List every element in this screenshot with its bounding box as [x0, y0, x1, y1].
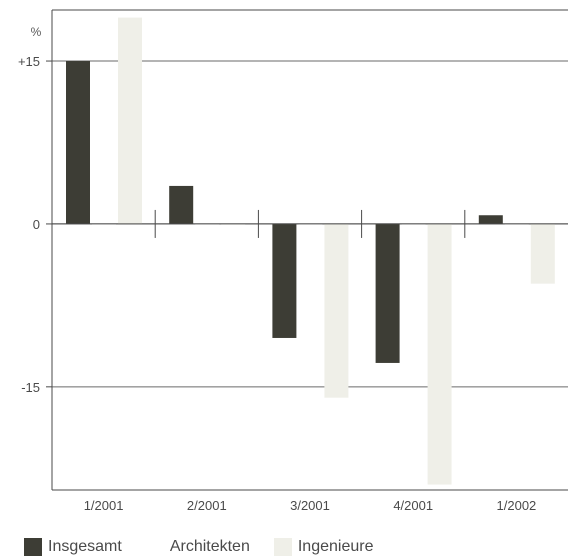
y-unit-label: %: [31, 25, 42, 39]
legend-label-insgesamt: Insgesamt: [48, 538, 122, 555]
bar-ingenieure-2: [324, 223, 349, 398]
x-tick-label: 1/2001: [84, 498, 124, 513]
y-tick-label: 0: [33, 217, 40, 232]
legend-swatch-ingenieure: [273, 538, 292, 556]
bar-insgesamt-3: [375, 223, 400, 363]
bar-ingenieure-0: [118, 17, 142, 224]
x-tick-label: 4/2001: [393, 498, 433, 513]
bars: [66, 17, 555, 485]
legend: Insgesamt Architekten Ingenieure: [24, 538, 397, 556]
legend-swatch-architekten: [145, 538, 164, 556]
bar-insgesamt-4: [478, 215, 503, 224]
axes: [46, 9, 568, 491]
legend-label-architekten: Architekten: [169, 538, 250, 555]
x-tick-labels: 1/2001 2/2001 3/2001 4/2001 1/2002: [84, 498, 537, 513]
x-tick-label: 2/2001: [187, 498, 227, 513]
x-tick-label: 1/2002: [497, 498, 537, 513]
bar-ingenieure-4: [530, 223, 555, 284]
x-tick-label: 3/2001: [290, 498, 330, 513]
bar-ingenieure-3: [427, 223, 452, 485]
y-tick-labels: +15 0 -15: [18, 54, 40, 395]
legend-item-ingenieure: Ingenieure: [273, 538, 374, 556]
bar-insgesamt-0: [66, 61, 90, 224]
y-tick-label: -15: [21, 380, 40, 395]
legend-swatch-insgesamt: [24, 538, 42, 556]
legend-item-insgesamt: Insgesamt: [24, 538, 122, 556]
legend-label-ingenieure: Ingenieure: [297, 538, 374, 555]
bar-insgesamt-1: [169, 185, 194, 224]
y-tick-label: +15: [18, 54, 40, 69]
legend-item-architekten: Architekten: [145, 538, 250, 556]
bar-insgesamt-2: [272, 223, 297, 338]
